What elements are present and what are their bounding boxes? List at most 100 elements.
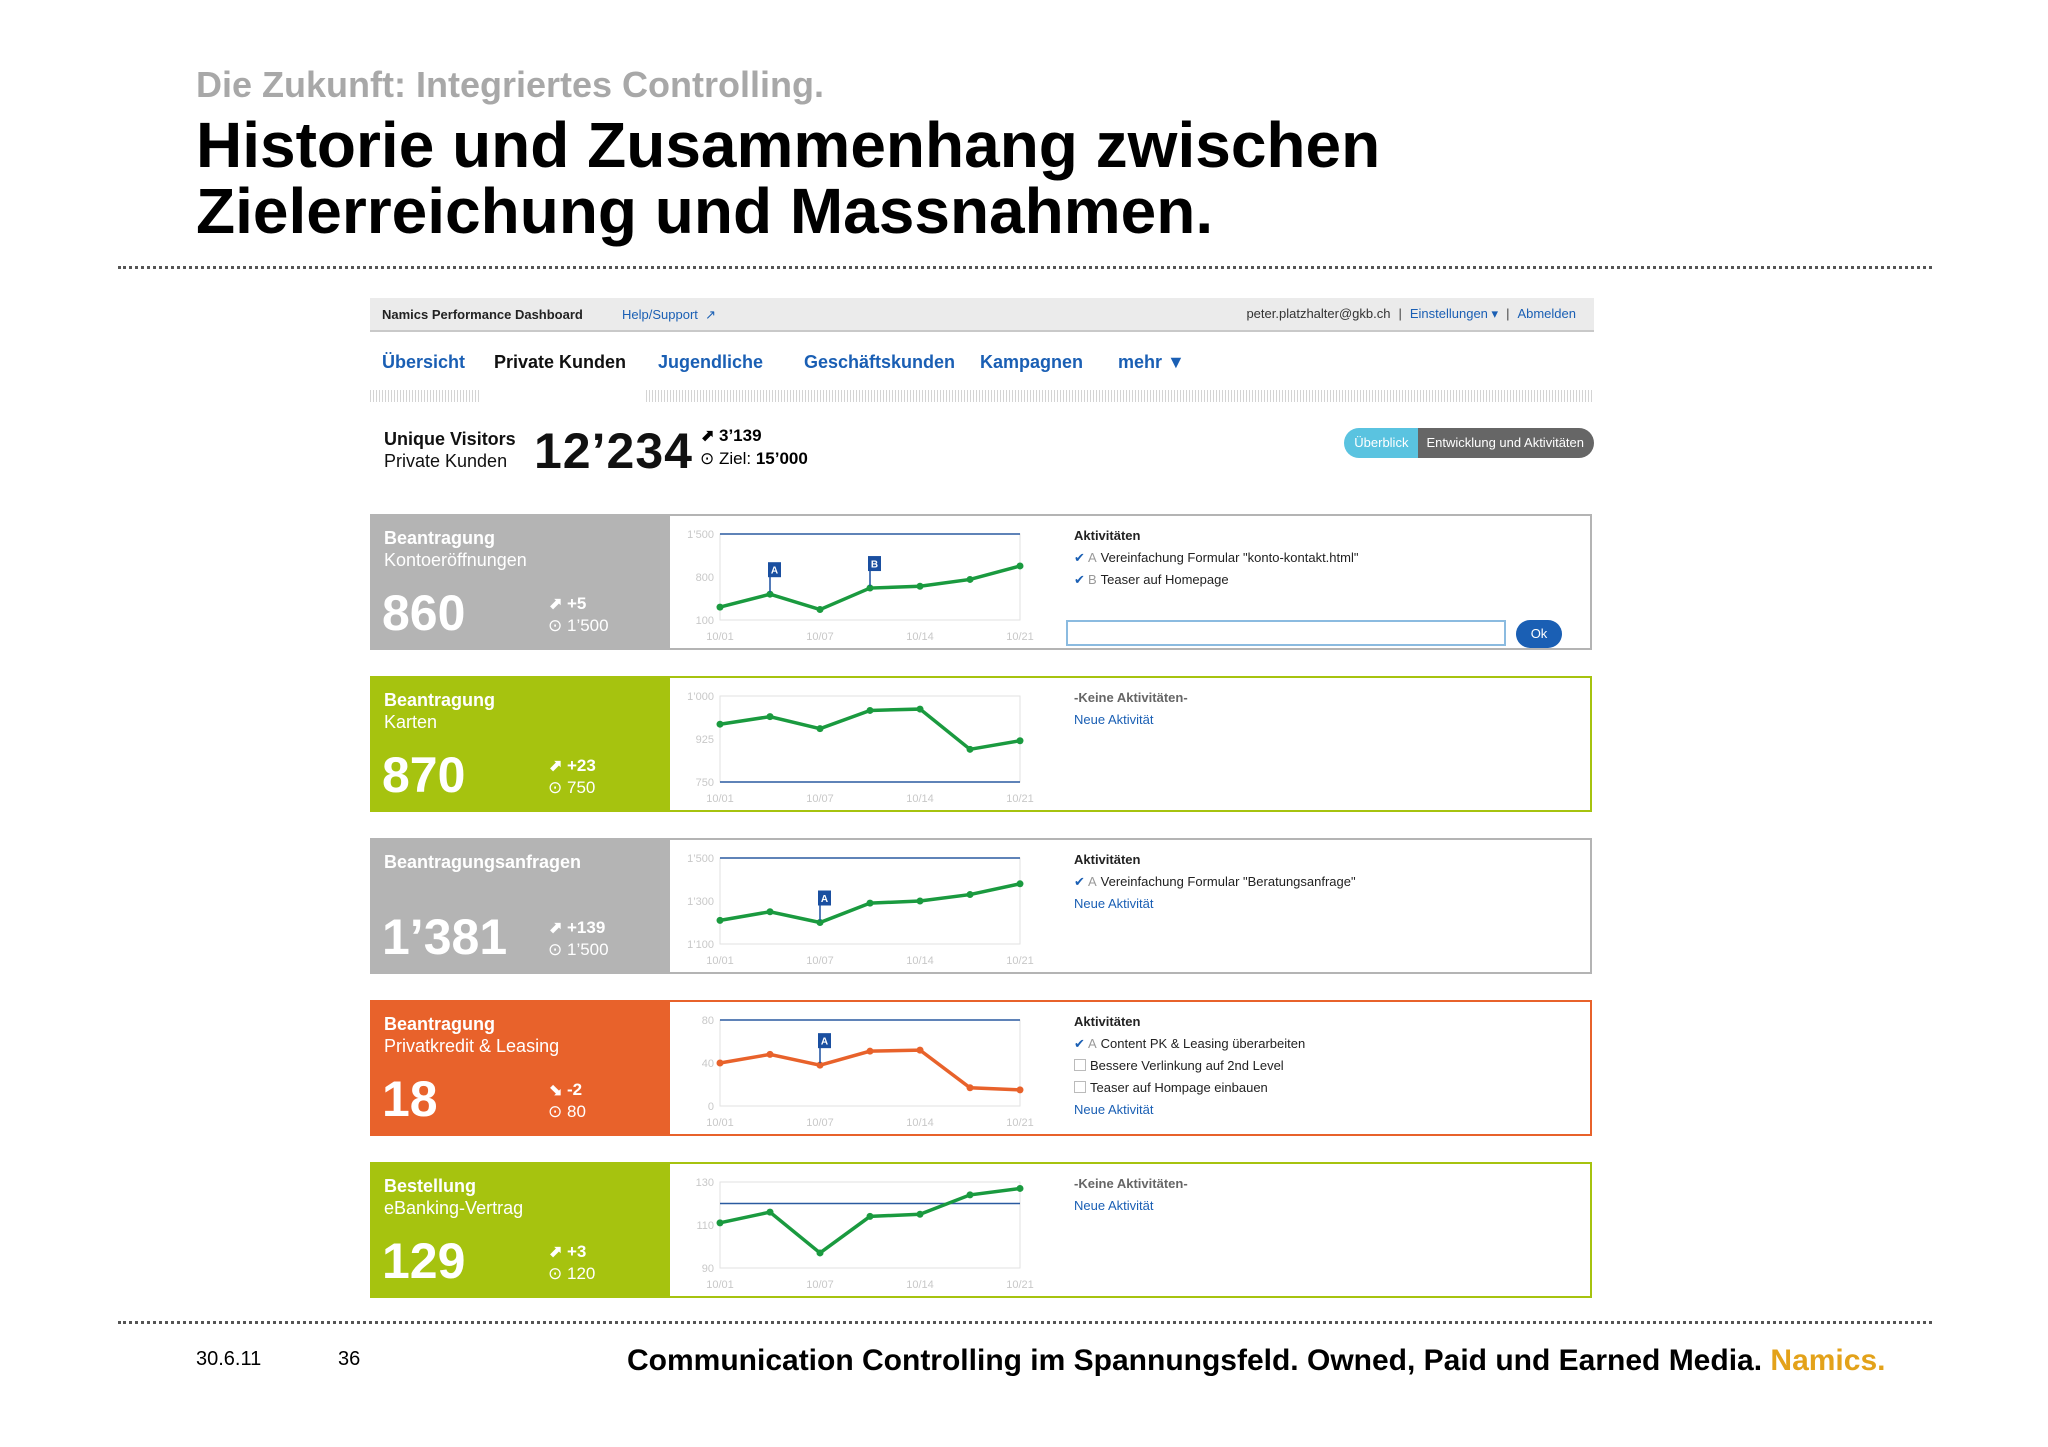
data-point (866, 706, 874, 714)
new-activity-link[interactable]: Neue Aktivität (1074, 1198, 1154, 1213)
y-tick-label: 80 (702, 1015, 714, 1027)
x-tick-label: 10/21 (1006, 955, 1034, 967)
activity-item[interactable]: Teaser auf Hompage einbauen (1074, 1077, 1574, 1099)
slide-subtitle: Die Zukunft: Integriertes Controlling. (196, 64, 824, 105)
kpi-subtitle: Kontoeröffnungen (384, 550, 527, 570)
y-tick-label: 130 (696, 1177, 714, 1189)
kpi-delta: ⬈ +3 (548, 1242, 586, 1262)
kpi-delta: ⬈ +5 (548, 594, 586, 614)
x-tick-label: 10/21 (1006, 793, 1034, 805)
tab-geschaeftskunden[interactable]: Geschäftskunden (804, 352, 956, 372)
kpi-goal: ⊙ 750 (548, 778, 595, 798)
user-email: peter.platzhalter@gkb.ch (1246, 306, 1391, 321)
activities-panel: Aktivitäten ✔ A Vereinfachung Formular "kon… (1066, 528, 1574, 648)
kpi-value: 18 (382, 1071, 438, 1127)
help-support-link[interactable]: Help/Support ↗ (622, 307, 716, 323)
activity-checkbox[interactable] (1074, 1059, 1086, 1071)
tab-private-kunden[interactable]: Private Kunden (482, 350, 639, 374)
series-line (719, 707, 1021, 752)
tab-uebersicht[interactable]: Übersicht (382, 352, 466, 372)
kpi-title: Beantragung (384, 1014, 496, 1034)
checkmark-icon[interactable]: ✔ (1074, 874, 1085, 889)
settings-link[interactable]: Einstellungen ▾ (1409, 306, 1499, 321)
data-point (866, 899, 874, 907)
activity-item[interactable]: ✔ A Content PK & Leasing überarbeiten (1074, 1033, 1574, 1055)
trend-down-icon: ⬊ (548, 1080, 563, 1099)
tab-mehr[interactable]: mehr ▼ (1118, 352, 1185, 372)
activity-flag-icon: A (818, 1033, 831, 1064)
data-point (966, 1084, 974, 1092)
new-activity-link[interactable]: Neue Aktivität (1074, 712, 1154, 727)
data-point (916, 897, 924, 905)
kpi-goal-value: 80 (566, 1102, 586, 1121)
dashboard-tabs: Übersicht Private Kunden Jugendliche Ges… (370, 350, 1594, 394)
target-icon: ⊙ (548, 778, 563, 797)
target-icon: ⊙ (548, 616, 563, 635)
data-point (966, 575, 974, 583)
new-activity-link[interactable]: Neue Aktivität (1074, 896, 1154, 911)
data-point (866, 1212, 874, 1220)
activity-flag-icon: B (868, 556, 881, 587)
tab-jugendliche[interactable]: Jugendliche (658, 352, 764, 372)
activity-text: Content PK & Leasing überarbeiten (1100, 1036, 1306, 1051)
summary-value: 12’234 (534, 423, 693, 479)
kpi-summary: Beantragung Kontoeröffnungen 860 ⬈ +5 ⊙ 1’50… (372, 516, 670, 648)
trend-up-icon: ⬈ (548, 756, 563, 775)
activity-item[interactable]: Bessere Verlinkung auf 2nd Level (1074, 1055, 1574, 1077)
bottom-divider (118, 1321, 1932, 1324)
kpi-delta-value: +5 (566, 594, 587, 613)
activity-letter: A (1088, 550, 1097, 565)
new-activity-link[interactable]: Neue Aktivität (1074, 1102, 1154, 1117)
y-tick-label: 1’000 (687, 691, 714, 703)
data-point (716, 720, 724, 728)
target-icon: ⊙ (548, 1264, 563, 1283)
line-chart: 80 40 0 10/01 10/07 10/14 10/21 A (702, 1015, 1034, 1129)
kpi-chart: 130 110 90 10/01 10/07 10/14 10/21 (670, 1164, 1062, 1296)
kpi-value: 870 (382, 747, 466, 803)
toggle-overview[interactable]: Überblick (1344, 428, 1419, 458)
kpi-delta-value: -2 (566, 1080, 583, 1099)
activity-item[interactable]: ✔ A Vereinfachung Formular "konto-kontakt.… (1074, 547, 1574, 569)
trend-up-icon: ⬈ (548, 1242, 563, 1261)
y-tick-label: 1’300 (687, 896, 714, 908)
data-point (1016, 1086, 1024, 1094)
x-tick-label: 10/01 (706, 631, 734, 643)
slide-title-line-2: Zielerreichung und Massnahmen. (196, 175, 1214, 247)
summary-subtitle: Private Kunden (384, 451, 508, 471)
data-point (816, 725, 824, 733)
kpi-panel: Bestellung eBanking-Vertrag 129 ⬈ +3 ⊙ 120 13… (370, 1162, 1592, 1298)
y-tick-label: 110 (696, 1220, 714, 1232)
data-point (716, 1219, 724, 1227)
activities-header: Aktivitäten (1074, 1014, 1141, 1029)
activity-flag-icon: A (768, 562, 781, 593)
kpi-goal-value: 1’500 (566, 940, 609, 959)
data-point (966, 745, 974, 753)
data-point (716, 603, 724, 611)
data-point (916, 1046, 924, 1054)
activity-flag-label: A (821, 1037, 828, 1048)
footer-caption: Communication Controlling im Spannungsfe… (627, 1344, 1763, 1377)
checkmark-icon[interactable]: ✔ (1074, 550, 1085, 565)
y-tick-label: 0 (708, 1101, 714, 1113)
logout-link[interactable]: Abmelden (1517, 306, 1576, 321)
x-tick-label: 10/21 (1006, 1279, 1034, 1291)
y-tick-label: 100 (696, 615, 714, 627)
activity-checkbox[interactable] (1074, 1081, 1086, 1093)
tab-kampagnen[interactable]: Kampagnen (980, 352, 1084, 372)
kpi-chart: 1’500 1’300 1’100 10/01 10/07 10/14 10/21 A (670, 840, 1062, 972)
ok-button[interactable]: Ok (1516, 620, 1562, 648)
kpi-title: Bestellung (384, 1176, 477, 1196)
data-point (1016, 737, 1024, 745)
footer-page-number: 36 (338, 1348, 361, 1370)
checkmark-icon[interactable]: ✔ (1074, 572, 1085, 587)
activity-item[interactable]: ✔ B Teaser auf Homepage (1074, 569, 1574, 591)
data-point (766, 590, 774, 598)
footer-date: 30.6.11 (196, 1348, 262, 1370)
checkmark-icon[interactable]: ✔ (1074, 1036, 1085, 1051)
activity-input[interactable] (1066, 620, 1506, 646)
toggle-development[interactable]: Entwicklung und Aktivitäten (1418, 428, 1594, 458)
activity-item[interactable]: ✔ A Vereinfachung Formular "Beratungsanfra… (1074, 871, 1574, 893)
activities-header: Aktivitäten (1074, 852, 1141, 867)
kpi-title: Beantragung (384, 690, 496, 710)
data-point (766, 908, 774, 916)
